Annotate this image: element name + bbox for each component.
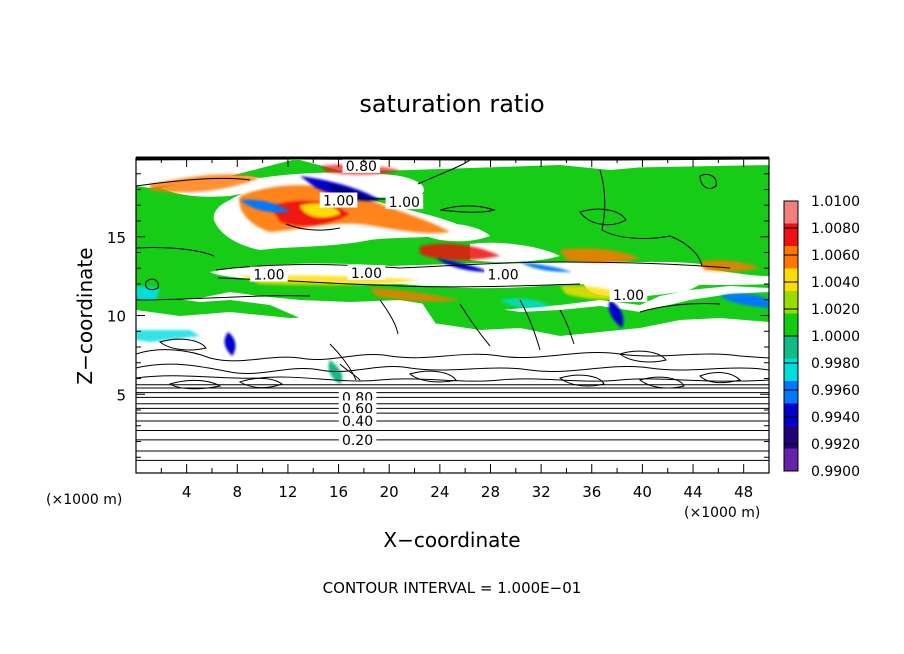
contour-label-bg-0: [342, 158, 381, 173]
contour-label-bg-2: [385, 194, 424, 210]
contour-label-bg-9: [338, 413, 377, 429]
x-tick-label-48: 48: [734, 483, 753, 501]
x-unit-label-right: (×1000 m): [684, 505, 760, 521]
x-tick-label-44: 44: [683, 483, 702, 501]
x-tick-label-12: 12: [278, 483, 297, 501]
colorbar-swatch-8: [784, 381, 798, 404]
contour-label-bg-4: [347, 264, 386, 280]
y-tick-label-5: 5: [116, 386, 126, 404]
colorbar-swatch-3: [784, 268, 798, 292]
lower-contours: [136, 384, 769, 461]
colorbar-label-5: 1.0000: [811, 329, 860, 345]
contour-label-5: 1.00: [488, 268, 519, 284]
y-tick-marks: [136, 173, 769, 458]
subsaturation-bands: [136, 176, 769, 384]
colorbar-swatch-4: [784, 291, 798, 314]
colorbar-label-3: 1.0040: [811, 275, 860, 291]
colorbar-label-4: 1.0020: [811, 302, 860, 318]
x-axis-label: X−coordinate: [383, 528, 520, 552]
contour-labels: 0.801.00 1.001.00 1.00 1.001.000.800.600.40…: [250, 158, 648, 449]
colorbar-swatch-7: [784, 358, 798, 382]
x-tick-label-28: 28: [481, 483, 500, 501]
colorbar-label-2: 1.0060: [811, 248, 860, 264]
contour-label-1: 1.00: [323, 194, 354, 210]
contour-label-bg-5: [484, 266, 522, 282]
colorbar-swatch-11: [784, 448, 798, 472]
x-unit-label-left: (×1000 m): [46, 492, 122, 508]
colorbar-swatch-9: [784, 403, 798, 427]
colorbar-swatch-2: [784, 246, 798, 269]
contour-label-4: 1.00: [351, 266, 382, 282]
colorbar-label-1: 1.0080: [811, 221, 860, 237]
y-axis-label: Z−coordinate: [73, 247, 97, 384]
colorbar-label-10: 0.9900: [811, 464, 860, 480]
contour-interval-note: CONTOUR INTERVAL = 1.000E−01: [323, 579, 582, 597]
contour-label-6: 1.00: [613, 288, 644, 304]
contour-label-bg-1: [319, 192, 358, 208]
contour-label-bg-8: [338, 400, 377, 416]
contour-label-10: 0.20: [342, 433, 373, 449]
contour-label-9: 0.40: [342, 414, 373, 430]
contour-label-0: 0.80: [346, 159, 377, 175]
colorbar-swatch-10: [784, 426, 798, 449]
colorbar-label-6: 0.9980: [811, 356, 860, 372]
x-tick-label-36: 36: [582, 483, 601, 501]
x-tick-marks: [160, 158, 770, 473]
x-tick-label-32: 32: [532, 483, 551, 501]
x-tick-label-24: 24: [430, 483, 449, 501]
colorbar: [783, 200, 799, 472]
y-tick-label-10: 10: [107, 308, 126, 326]
colorbar-swatch-5: [784, 313, 798, 337]
colorbar-labels: 1.0100 1.0080 1.0060 1.0040 1.0020 1.0000 0.99…: [811, 194, 860, 480]
colorbar-swatch-0: [784, 201, 798, 224]
x-tick-label-8: 8: [233, 483, 243, 501]
x-tick-label-16: 16: [329, 483, 348, 501]
supersaturation-maxima: [150, 164, 760, 302]
colorbar-label-8: 0.9940: [811, 410, 860, 426]
transition-contours: [136, 338, 769, 390]
y-tick-label-15: 15: [107, 229, 126, 247]
contour-label-bg-3: [250, 266, 288, 282]
x-tick-label-4: 4: [182, 483, 192, 501]
contour-label-3: 1.00: [253, 268, 284, 284]
colorbar-swatch-6: [784, 336, 798, 359]
plot-field: 0.801.00 1.001.00 1.00 1.001.000.800.600.40…: [136, 158, 769, 473]
contour-label-2: 1.00: [389, 195, 420, 211]
colorbar-label-9: 0.9920: [811, 437, 860, 453]
contour-label-bg-10: [338, 431, 377, 447]
x-tick-label-40: 40: [633, 483, 652, 501]
x-tick-labels: 4 8 12 16 20 24 28 32 36 40 44 48: [182, 483, 753, 501]
colorbar-label-0: 1.0100: [811, 194, 860, 210]
colorbar-swatch-1: [784, 223, 798, 247]
contour-label-bg-6: [609, 287, 648, 303]
colorbar-label-7: 0.9960: [811, 383, 860, 399]
y-tick-labels: 5 10 15: [107, 229, 126, 405]
x-tick-label-20: 20: [380, 483, 399, 501]
chart-title: saturation ratio: [359, 90, 544, 118]
